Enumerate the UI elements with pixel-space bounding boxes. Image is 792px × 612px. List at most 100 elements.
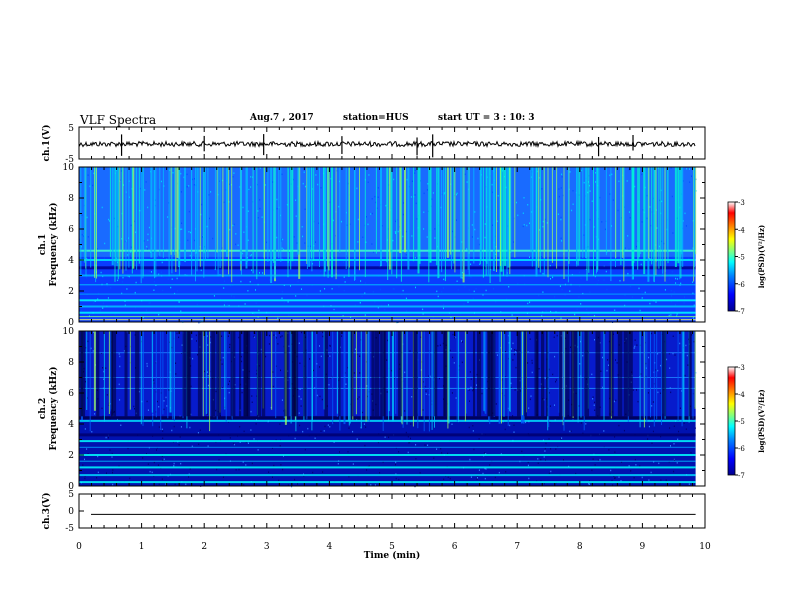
p-spec1-speckle bbox=[524, 283, 526, 285]
p-spec1-speckle bbox=[117, 261, 119, 264]
p-spec1-speckle bbox=[508, 286, 510, 288]
p-spec2-speckle bbox=[323, 430, 325, 432]
p-spec1-speckle bbox=[102, 320, 104, 322]
p-spec2-speckle bbox=[175, 373, 177, 375]
p-spec2-speckle bbox=[683, 422, 685, 424]
p-spec1-ylabel-channel: ch.1 bbox=[38, 234, 48, 255]
p-spec2-speckle bbox=[206, 413, 208, 415]
p-spec1-speckle bbox=[96, 248, 98, 250]
p-spec1-sferic bbox=[178, 167, 180, 268]
p-spec2-speckle bbox=[158, 406, 160, 408]
p-spec1-ytick-label: 2 bbox=[68, 287, 74, 297]
p-spec2-speckle bbox=[253, 335, 255, 338]
p-spec2-speckle bbox=[615, 399, 617, 402]
p-spec2-speckle bbox=[525, 421, 527, 424]
p-spec1-speckle bbox=[281, 173, 283, 176]
p-spec1-speckle bbox=[251, 269, 252, 271]
p-spec1-speckle bbox=[450, 316, 452, 319]
p-spec1-speckle bbox=[121, 292, 123, 295]
p-spec2-speckle bbox=[352, 430, 354, 433]
p-spec2-speckle bbox=[377, 441, 379, 444]
p-spec1-speckle bbox=[628, 168, 630, 171]
p-spec2-sferic bbox=[681, 331, 683, 427]
p-spec1-speckle bbox=[461, 277, 463, 279]
p-spec1-speckle bbox=[226, 303, 228, 306]
p-spec2-speckle bbox=[608, 449, 610, 451]
p-spec1-speckle bbox=[575, 256, 577, 259]
p-spec2-speckle bbox=[84, 475, 86, 477]
p-spec1-sferic bbox=[653, 167, 655, 282]
p-spec1-speckle bbox=[657, 167, 659, 169]
p-spec2-speckle bbox=[668, 461, 670, 463]
p-spec2-speckle bbox=[388, 436, 390, 439]
p-spec2-speckle bbox=[277, 343, 279, 345]
p-spec1-speckle bbox=[644, 291, 646, 294]
p-spec1-speckle bbox=[668, 314, 670, 317]
p-spec1-sferic bbox=[231, 167, 233, 283]
p-spec1-sferic bbox=[219, 167, 221, 269]
p-spec1-speckle bbox=[365, 282, 366, 284]
p-spec1-speckle bbox=[283, 248, 285, 251]
p-spec1-speckle bbox=[493, 270, 495, 272]
p-spec2-speckle bbox=[527, 351, 529, 353]
p-spec1-sferic bbox=[391, 167, 393, 275]
p-spec1-speckle bbox=[432, 192, 434, 194]
p-spec2-sferic bbox=[682, 331, 685, 422]
p-spec1-speckle bbox=[338, 205, 340, 208]
p-spec2-speckle bbox=[425, 390, 427, 392]
p-spec2-speckle bbox=[441, 452, 443, 454]
cb2-tick-label: -4 bbox=[738, 391, 745, 399]
p-spec1-sferic bbox=[324, 167, 326, 272]
p-spec1-speckle bbox=[371, 198, 373, 200]
p-spec2-speckle bbox=[676, 462, 678, 464]
p-spec1-sferic bbox=[585, 167, 587, 259]
p-spec1-sferic bbox=[135, 167, 137, 254]
p-spec2-speckle bbox=[657, 391, 659, 394]
p-spec2-speckle bbox=[635, 464, 637, 466]
p-spec1-speckle bbox=[179, 228, 181, 231]
p-spec1-speckle bbox=[320, 270, 322, 273]
p-spec1-speckle bbox=[569, 171, 571, 173]
p-spec2-speckle bbox=[428, 375, 430, 377]
p-spec2-speckle bbox=[294, 478, 296, 481]
p-spec2-speckle bbox=[280, 369, 281, 372]
p-spec2-speckle bbox=[593, 404, 595, 406]
p-spec2-sferic bbox=[501, 331, 502, 424]
p-spec1-speckle bbox=[426, 189, 428, 191]
p-spec1-speckle bbox=[374, 195, 376, 198]
p-spec1-speckle bbox=[305, 185, 306, 188]
p-spec2-dark-column bbox=[517, 331, 521, 417]
p-spec1-sferic bbox=[207, 167, 209, 259]
p-spec2-speckle bbox=[319, 366, 321, 368]
p-spec2-speckle bbox=[641, 476, 643, 479]
p-spec2-speckle bbox=[660, 392, 662, 394]
p-spec2-speckle bbox=[591, 373, 593, 376]
p-spec2-speckle bbox=[484, 452, 486, 454]
p-spec1-speckle bbox=[523, 224, 525, 226]
station-label: station=HUS bbox=[343, 113, 409, 123]
p-spec1-speckle bbox=[196, 303, 198, 306]
p-spec1-speckle bbox=[646, 194, 648, 197]
p-spec1-speckle bbox=[414, 172, 416, 174]
p-spec1-sferic bbox=[655, 167, 657, 276]
p-spec1-speckle bbox=[629, 217, 631, 219]
p-spec2-sferic bbox=[509, 331, 511, 411]
p-spec1-speckle bbox=[628, 248, 630, 251]
p-spec2-dark-column bbox=[617, 331, 623, 417]
p-spec1-sferic bbox=[114, 167, 116, 282]
p-spec2-sferic bbox=[275, 331, 277, 419]
p-spec2-sferic bbox=[129, 331, 131, 410]
p-spec1-speckle bbox=[392, 288, 394, 290]
p-spec1-sferic bbox=[662, 167, 664, 274]
p-spec2-ytick-label: 8 bbox=[68, 358, 74, 368]
p-spec1-sferic bbox=[506, 167, 508, 277]
p-spec1-speckle bbox=[492, 224, 493, 226]
p-spec2-speckle bbox=[651, 405, 653, 407]
p-spec2-sferic bbox=[447, 331, 449, 429]
p-spec2-speckle bbox=[470, 386, 472, 389]
p-spec1-speckle bbox=[686, 168, 688, 170]
p-spec2-sferic bbox=[360, 331, 362, 429]
p-spec1-speckle bbox=[516, 201, 517, 204]
p-spec1-speckle bbox=[333, 308, 335, 311]
p-spec2-sferic bbox=[580, 331, 582, 418]
